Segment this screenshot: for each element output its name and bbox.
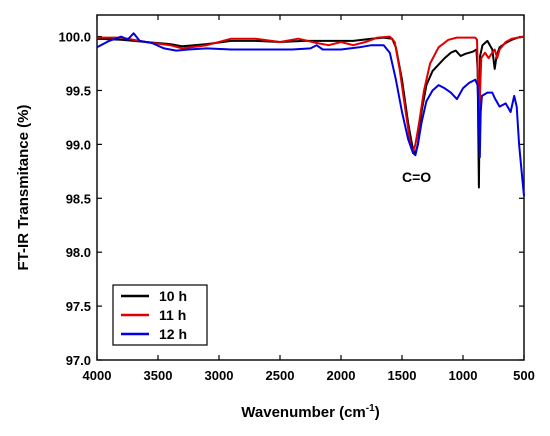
x-tick-label: 3000 — [205, 368, 234, 383]
y-axis: 97.0 97.5 98.0 98.5 99.0 99.5 100.0 — [58, 30, 524, 368]
y-tick-label: 99.0 — [66, 137, 91, 152]
annotations: C=O — [402, 169, 431, 185]
y-axis-title: FT-IR Transmitance (%) — [15, 105, 32, 271]
series-line-1 — [96, 35, 525, 189]
x-tick-label: 3500 — [144, 368, 173, 383]
y-tick-label: 97.0 — [66, 353, 91, 368]
y-tick-label: 99.5 — [66, 83, 91, 98]
y-tick-label: 98.0 — [66, 245, 91, 260]
y-tick-label: 98.5 — [66, 191, 91, 206]
x-tick-label: 2000 — [327, 368, 356, 383]
x-tick-label: 4000 — [83, 368, 112, 383]
legend-label: 12 h — [159, 326, 187, 342]
x-tick-label: 2500 — [266, 368, 295, 383]
y-tick-label: 100.0 — [58, 30, 91, 45]
x-tick-label: 1000 — [449, 368, 478, 383]
x-tick-label: 1500 — [388, 368, 417, 383]
series-line-3 — [96, 32, 525, 197]
x-axis-title: Wavenumber (cm-1) — [241, 403, 379, 421]
annotation-label: C=O — [402, 169, 431, 185]
legend-label: 11 h — [159, 307, 186, 323]
x-tick-label: 500 — [513, 368, 535, 383]
series-lines — [96, 32, 525, 197]
series-line-2 — [97, 35, 525, 153]
x-axis: 4000 3500 3000 2500 2000 1500 1000 500 — [83, 15, 535, 383]
y-tick-label: 97.5 — [66, 299, 91, 314]
legend: 10 h 11 h 12 h — [112, 284, 208, 346]
legend-label: 10 h — [159, 288, 187, 304]
